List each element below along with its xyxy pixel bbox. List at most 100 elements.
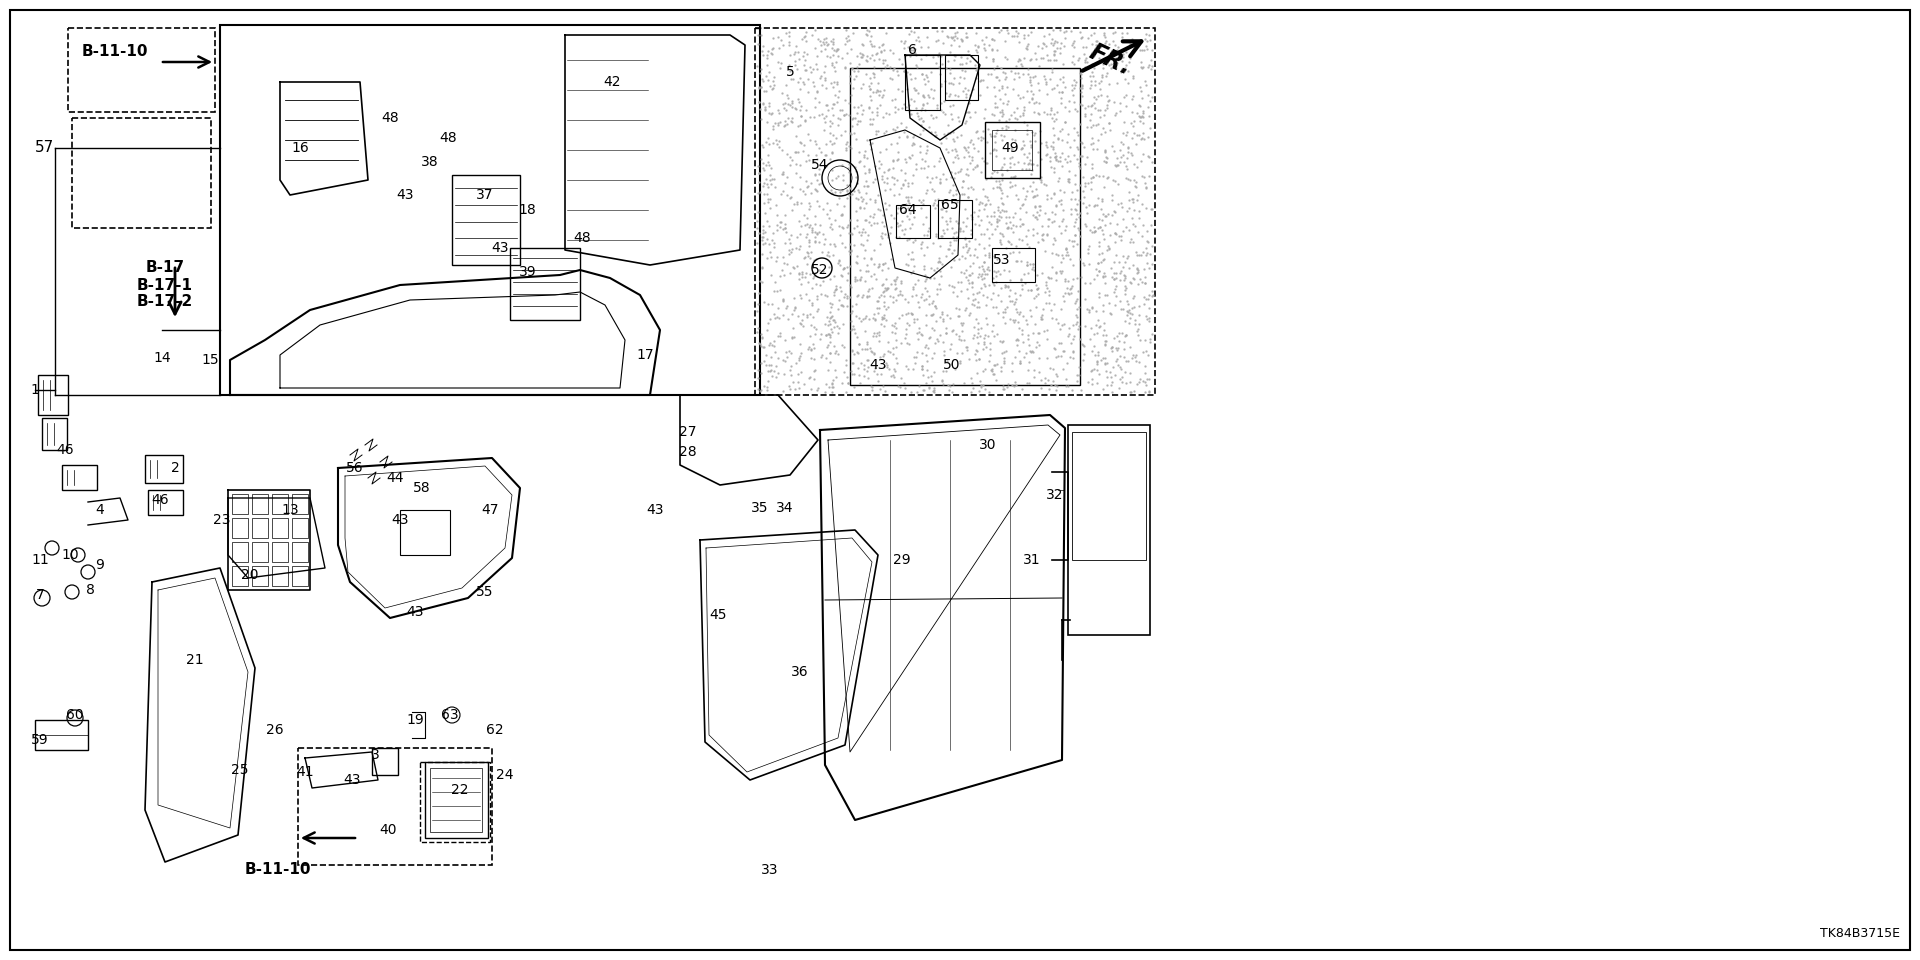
Point	[906, 66, 937, 82]
Point	[868, 348, 899, 364]
Point	[1037, 23, 1068, 38]
Point	[812, 289, 843, 304]
Point	[1037, 139, 1068, 155]
Point	[970, 188, 1000, 204]
Point	[904, 321, 935, 336]
Point	[902, 34, 933, 49]
Point	[1117, 271, 1148, 286]
Point	[972, 316, 1002, 331]
Point	[977, 362, 1008, 377]
Point	[1031, 331, 1062, 347]
Point	[787, 74, 818, 89]
Point	[981, 70, 1012, 85]
Point	[835, 289, 866, 304]
Point	[908, 192, 939, 207]
Point	[753, 73, 783, 88]
Point	[866, 89, 897, 105]
Point	[803, 263, 833, 278]
Point	[956, 153, 987, 168]
Point	[973, 249, 1004, 264]
Point	[826, 103, 856, 118]
Point	[899, 24, 929, 39]
Point	[1004, 244, 1035, 259]
Point	[826, 157, 856, 173]
Point	[1077, 225, 1108, 240]
Point	[1035, 138, 1066, 154]
Point	[924, 327, 954, 343]
Point	[781, 229, 812, 245]
Point	[983, 203, 1014, 218]
Point	[972, 196, 1002, 211]
Point	[935, 213, 966, 228]
Point	[797, 295, 828, 310]
Point	[1058, 39, 1089, 55]
Point	[828, 299, 858, 314]
Point	[1006, 277, 1037, 293]
Point	[981, 275, 1012, 290]
Point	[1025, 198, 1056, 213]
Point	[902, 325, 933, 341]
Point	[987, 203, 1018, 218]
Point	[1012, 126, 1043, 141]
Point	[998, 65, 1029, 81]
Point	[908, 196, 939, 211]
Text: 32: 32	[1046, 488, 1064, 502]
Point	[883, 310, 914, 325]
Point	[743, 321, 774, 336]
Point	[876, 276, 906, 292]
Point	[776, 362, 806, 377]
Point	[952, 210, 983, 226]
Point	[762, 207, 793, 223]
Point	[845, 368, 876, 383]
Point	[908, 293, 939, 308]
Point	[862, 104, 893, 119]
Point	[1077, 131, 1108, 146]
Point	[935, 310, 966, 325]
Point	[870, 318, 900, 333]
Point	[1062, 139, 1092, 155]
Point	[912, 170, 943, 185]
Point	[833, 95, 864, 110]
Point	[845, 45, 876, 60]
Point	[1012, 327, 1043, 343]
Point	[985, 226, 1016, 241]
Point	[874, 362, 904, 377]
Point	[1064, 24, 1094, 39]
Point	[778, 321, 808, 336]
Point	[1014, 66, 1044, 82]
Point	[1062, 206, 1092, 222]
Point	[908, 87, 939, 103]
Bar	[904, 55, 941, 110]
Point	[1137, 42, 1167, 58]
Point	[772, 170, 803, 185]
Point	[801, 181, 831, 197]
Point	[824, 218, 854, 233]
Point	[806, 107, 837, 122]
Point	[920, 201, 950, 216]
Point	[941, 362, 972, 377]
Text: 59: 59	[31, 733, 48, 747]
Point	[1002, 304, 1033, 320]
Point	[1127, 244, 1158, 259]
Point	[1004, 344, 1035, 359]
Point	[822, 319, 852, 334]
Point	[937, 125, 968, 140]
Point	[833, 108, 864, 123]
Point	[947, 180, 977, 195]
Point	[1056, 202, 1087, 217]
Point	[985, 294, 1016, 309]
Point	[906, 100, 937, 115]
Point	[912, 362, 943, 377]
Point	[1083, 50, 1114, 65]
Point	[854, 116, 885, 132]
Point	[914, 119, 945, 134]
Point	[1012, 257, 1043, 273]
Point	[966, 32, 996, 47]
Point	[1020, 199, 1050, 214]
Point	[868, 289, 899, 304]
Point	[970, 42, 1000, 58]
Point	[828, 316, 858, 331]
Point	[924, 254, 954, 270]
Point	[908, 160, 939, 176]
Point	[751, 231, 781, 247]
